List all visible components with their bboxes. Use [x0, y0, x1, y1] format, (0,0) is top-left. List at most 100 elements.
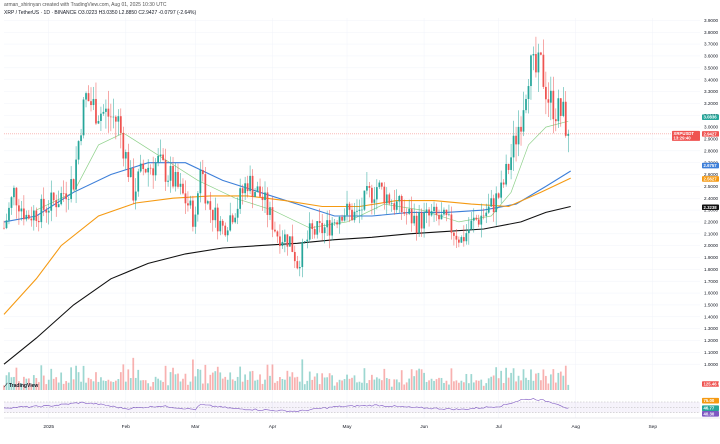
volume-bar — [527, 379, 530, 390]
volume-bar — [535, 373, 537, 390]
candle-body — [475, 217, 478, 220]
price-tick-label: 2.2000 — [704, 220, 718, 225]
volume-bar — [13, 376, 15, 390]
volume-bar — [27, 378, 30, 390]
candle-body — [482, 215, 485, 217]
candle-body — [535, 54, 537, 73]
candle-body — [293, 251, 296, 262]
volume-bar — [549, 374, 552, 390]
candle-body — [70, 179, 72, 200]
volume-bar — [90, 379, 92, 390]
date-axis[interactable]: 2025 Feb Mar Apr May Jun Jul Aug Sep — [43, 424, 657, 430]
volume-bar — [142, 380, 145, 390]
volume-bar — [492, 375, 495, 390]
candle-body — [485, 212, 488, 217]
price-tick-label: 1.5000 — [704, 303, 718, 308]
candle-body — [60, 193, 63, 205]
volume-bar — [139, 380, 142, 390]
candle-body — [152, 168, 155, 176]
candle-body — [3, 227, 5, 229]
volume-bar — [197, 369, 199, 390]
volume-bar — [348, 378, 351, 390]
volume-bar — [52, 378, 55, 390]
candle-body — [522, 110, 525, 132]
candle-body — [423, 212, 425, 229]
volume-bar — [405, 382, 408, 390]
volume-bar — [189, 381, 192, 390]
candle-body — [450, 214, 453, 233]
candle-body — [179, 183, 182, 187]
volume-bar — [92, 381, 95, 390]
volume-bar — [393, 379, 396, 390]
candle-body — [547, 99, 550, 103]
price-tick-label: 1.1000 — [704, 350, 718, 355]
volume-bar — [296, 376, 299, 390]
candle-body — [82, 99, 85, 136]
rsi-tag: 75.00 — [704, 398, 715, 403]
date-tick-label: Mar — [191, 424, 200, 430]
volume-bar — [40, 365, 43, 390]
volume-bar — [425, 381, 428, 390]
price-tag: 2.9427 — [704, 131, 718, 136]
candle-body — [90, 101, 92, 106]
candle-body — [23, 208, 25, 220]
candle-body — [338, 216, 341, 225]
price-tag-bg — [702, 204, 719, 211]
price-axis[interactable]: 1.0000 1.1000 1.2000 1.3000 1.4000 1.5000 1.60… — [704, 18, 718, 367]
date-tick-label: Jul — [496, 424, 502, 430]
price-tag: 2.5627 — [704, 176, 718, 181]
symbol-name[interactable]: XRP / TetherUS · 1D · BINANCE — [4, 10, 77, 16]
candle-body — [244, 183, 246, 194]
volume-bar — [122, 364, 125, 390]
volume-bar — [353, 375, 356, 390]
date-tick-label: Feb — [122, 424, 131, 430]
candle-body — [209, 201, 212, 210]
volume-bar — [249, 371, 251, 390]
volume-bar — [460, 380, 463, 390]
candle-body — [92, 98, 95, 106]
volume-bar — [132, 357, 135, 390]
candle-body — [418, 212, 420, 234]
symbol-tag-time: 13:29:40 — [674, 135, 692, 140]
candle-body — [567, 133, 570, 136]
volume-bar — [124, 381, 127, 390]
price-tick-label: 3.0000 — [704, 125, 718, 130]
candle-body — [420, 212, 423, 229]
date-tick-label: Jun — [420, 424, 428, 430]
volume-bar — [487, 378, 490, 390]
symbol-ohlc-line: XRP / TetherUS · 1D · BINANCE O3.0223 H3… — [4, 10, 196, 16]
candle-body — [527, 86, 530, 100]
volume-bar — [291, 372, 294, 390]
candle-body — [460, 237, 463, 243]
volume-bar — [428, 380, 430, 390]
candle-body — [515, 135, 517, 145]
grid-lines — [4, 18, 720, 419]
candle-body — [356, 210, 358, 212]
volume-bar — [532, 380, 535, 390]
price-tick-label: 3.3000 — [704, 89, 718, 94]
price-tag-bg — [702, 162, 719, 169]
volume-tag: 125.46 M — [704, 382, 720, 387]
candle-body — [507, 163, 510, 170]
candle-body — [542, 54, 545, 87]
volume-bar — [10, 377, 13, 390]
candle-body — [95, 98, 97, 124]
candle-body — [32, 210, 35, 221]
candle-body — [487, 206, 490, 213]
volume-bar — [57, 382, 60, 390]
candle-body — [189, 200, 192, 206]
volume-bar — [80, 381, 82, 390]
volume-bar — [169, 372, 172, 390]
price-tick-label: 1.4000 — [704, 314, 718, 319]
volume-bar — [470, 374, 473, 390]
volume-bar — [455, 380, 458, 390]
volume-bar — [236, 376, 239, 390]
candle-body — [259, 186, 261, 197]
volume-bar — [279, 377, 281, 390]
candle-body — [129, 167, 132, 178]
candle-body — [276, 231, 279, 237]
candle-body — [137, 171, 140, 192]
candle-body — [119, 116, 122, 133]
volume-bar — [346, 374, 348, 390]
